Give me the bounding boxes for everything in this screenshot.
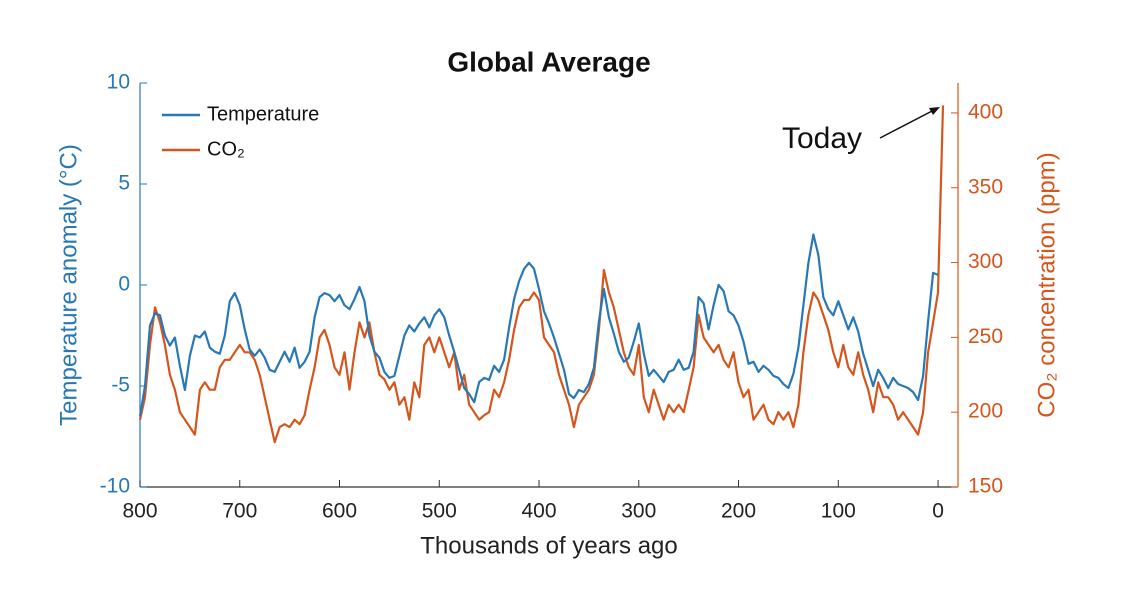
y2-tick-label: 150	[968, 475, 1003, 498]
x-tick-label: 700	[222, 500, 257, 523]
y2-tick-label: 250	[968, 325, 1003, 348]
y-axis-label: Temperature anomaly (°C)	[55, 144, 82, 426]
x-tick-label: 500	[422, 500, 457, 523]
annotation: Today	[782, 122, 862, 155]
chart-title: Global Average	[447, 46, 650, 77]
x-tick-label: 600	[322, 500, 357, 523]
y-tick-label: 5	[118, 172, 130, 195]
annotation-arrow	[879, 109, 935, 139]
x-tick-label: 200	[721, 500, 756, 523]
y-tick-label: 10	[107, 71, 130, 94]
y2-tick-label: 300	[968, 250, 1003, 273]
x-tick-label: 400	[522, 500, 557, 523]
x-tick-label: 100	[821, 500, 856, 523]
y2-tick-label: 400	[968, 100, 1003, 123]
x-axis-label: Thousands of years ago	[420, 532, 678, 559]
series-line	[138, 105, 945, 444]
y2-axis-label: CO₂ concentration (ppm)	[1033, 152, 1060, 417]
y-tick-label: 0	[118, 273, 130, 296]
legend-label: CO₂	[207, 138, 245, 160]
x-tick-label: 300	[621, 500, 656, 523]
legend-label: Temperature	[207, 103, 319, 125]
x-tick-label: 800	[122, 500, 157, 523]
y2-tick-label: 200	[968, 400, 1003, 423]
y-tick-label: -10	[100, 475, 130, 498]
y2-tick-label: 350	[968, 175, 1003, 198]
x-tick-label: 0	[932, 500, 944, 523]
series-line	[138, 233, 939, 417]
y-tick-label: -5	[111, 374, 130, 397]
arrow-head	[929, 107, 940, 115]
